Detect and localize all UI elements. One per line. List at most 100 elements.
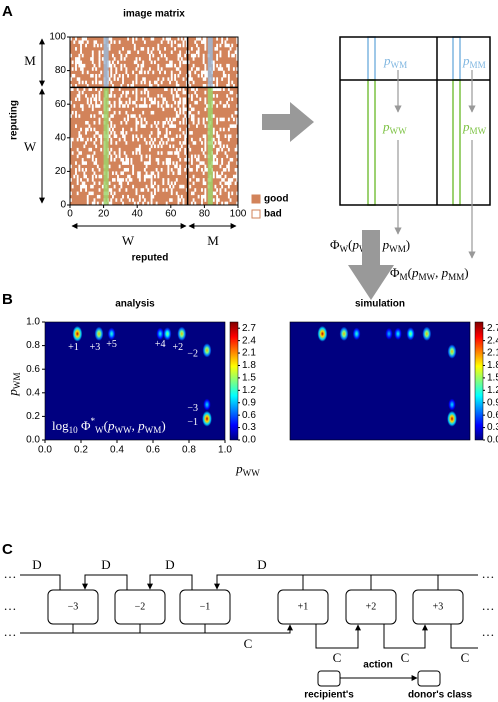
bad-cell (155, 80, 158, 85)
colorbar-label: 0.0 (242, 435, 256, 446)
bad-cell (190, 53, 193, 58)
bad-cell (182, 77, 185, 81)
strip (103, 37, 109, 88)
bad-cell (179, 63, 182, 68)
bad-cell (190, 191, 193, 196)
class-box (179, 589, 231, 625)
bad-cell (95, 77, 98, 81)
bad-cell (192, 57, 195, 61)
bad-cell (133, 114, 136, 118)
bad-cell (110, 157, 113, 162)
bad-cell (108, 151, 111, 155)
bad-cell (236, 104, 239, 108)
bad-cell (212, 100, 215, 105)
bad-cell (187, 144, 190, 149)
bad-cell (199, 137, 202, 142)
bad-cell (108, 37, 111, 41)
bad-cell (204, 181, 207, 186)
bad-cell (80, 50, 82, 54)
bad-cell (219, 63, 222, 68)
bad-cell (91, 184, 94, 189)
bad-cell (221, 77, 224, 81)
bad-cell (190, 154, 193, 159)
bad-cell (217, 141, 220, 145)
bad-cell (110, 198, 113, 202)
bad-cell (155, 157, 158, 162)
bad-cell (216, 198, 219, 202)
colorbar (229, 321, 239, 441)
bad-cell (70, 53, 72, 58)
bad-cell (100, 137, 103, 142)
bad-cell (98, 97, 101, 102)
bad-cell (120, 121, 123, 125)
bad-cell (236, 191, 239, 196)
bad-cell (179, 100, 182, 105)
bad-cell (140, 188, 143, 192)
bad-cell (75, 57, 77, 61)
bad-cell (113, 100, 116, 105)
bad-cell (157, 63, 160, 68)
bad-cell (137, 174, 140, 179)
bad-cell (184, 141, 187, 145)
bad-cell (179, 127, 182, 132)
bad-cell (91, 157, 94, 162)
bad-cell (182, 110, 185, 115)
bad-cell (179, 70, 182, 75)
bad-cell (201, 147, 203, 152)
bad-cell (150, 100, 153, 105)
bad-cell (148, 157, 151, 162)
bad-cell (140, 157, 143, 162)
bad-cell (216, 171, 219, 175)
big-arrow (348, 230, 394, 300)
bad-cell (101, 114, 104, 118)
bad-cell (232, 174, 235, 179)
bad-cell (164, 53, 166, 58)
x-axis-label: reputed (132, 253, 169, 264)
bad-cell (108, 134, 111, 138)
bad-cell (231, 157, 234, 162)
text-part: W (95, 425, 104, 435)
bad-cell (202, 121, 205, 125)
bad-cell (70, 77, 72, 81)
bad-cell (113, 63, 116, 68)
bad-cell (236, 147, 239, 152)
bad-cell (132, 137, 135, 142)
bad-cell (227, 191, 230, 196)
bad-cell (170, 60, 173, 65)
bad-cell (70, 144, 72, 149)
bad-cell (75, 114, 77, 118)
ellipsis: … (482, 624, 495, 639)
frame (289, 321, 471, 441)
bad-cell (232, 53, 235, 58)
bad-cell (162, 77, 165, 81)
bad-cell (202, 161, 205, 165)
bad-cell (138, 198, 141, 202)
bad-cell (78, 151, 81, 155)
bad-cell (227, 50, 230, 54)
bad-cell (73, 73, 76, 78)
bad-cell (204, 43, 207, 48)
bad-cell (140, 97, 143, 102)
bad-cell (182, 90, 185, 95)
bad-cell (71, 110, 74, 115)
bad-cell (110, 94, 113, 98)
bad-cell (202, 60, 205, 65)
bad-cell (174, 87, 177, 91)
bad-cell (98, 73, 101, 78)
bad-cell (75, 124, 77, 128)
bad-cell (75, 97, 77, 102)
bad-cell (170, 168, 173, 172)
bad-cell (224, 188, 227, 192)
bad-cell (175, 161, 178, 165)
text-part: WW (114, 425, 132, 435)
bad-cell (98, 168, 101, 172)
bad-cell (204, 198, 207, 202)
bad-cell (100, 147, 103, 152)
bad-cell (157, 127, 160, 132)
bad-cell (95, 157, 98, 162)
text-part: 10 (69, 425, 79, 435)
bad-cell (90, 184, 93, 189)
bad-cell (187, 60, 190, 65)
bad-cell (174, 124, 177, 128)
bad-cell (140, 47, 143, 51)
